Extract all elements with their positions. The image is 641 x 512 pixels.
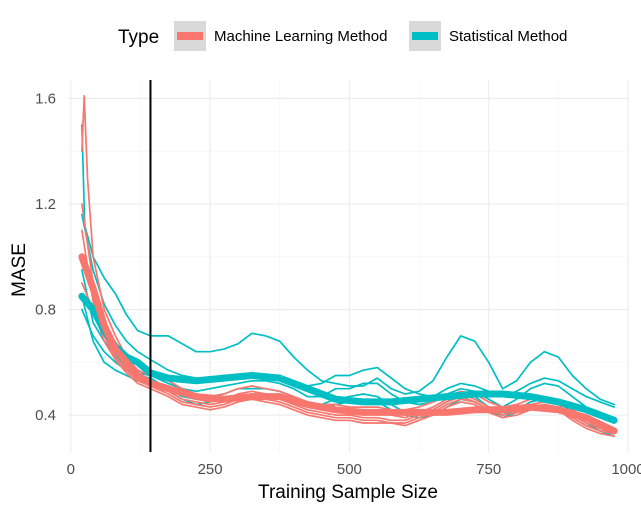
legend-label-machine-learning: Machine Learning Method [214,28,387,45]
x-axis-ticks: 0 250 500 750 1000 [67,461,641,478]
legend: Type Machine Learning Method Statistical… [118,21,567,51]
legend-entry-statistical: Statistical Method [409,21,567,51]
series-line-statistical-method [81,213,615,408]
x-tick-label: 250 [198,461,223,478]
y-tick-label: 0.4 [35,407,56,424]
x-axis-title: Training Sample Size [258,482,438,503]
series-lines [78,94,618,438]
gridlines [68,80,629,452]
legend-title: Type [118,27,159,48]
x-tick-label: 1000 [611,461,641,478]
series-line-machine-learning-method [81,282,615,438]
series-line-statistical-method [81,124,615,406]
x-tick-label: 500 [337,461,362,478]
trend-line-machine-learning-method [78,253,618,435]
x-tick-label: 750 [476,461,501,478]
y-axis-title: MASE [9,243,30,297]
legend-entry-machine-learning: Machine Learning Method [174,21,387,51]
legend-label-statistical: Statistical Method [449,28,567,45]
y-tick-label: 1.6 [35,90,56,107]
y-axis-ticks: 0.4 0.8 1.2 1.6 [35,90,56,424]
y-tick-label: 0.8 [35,302,56,319]
y-tick-label: 1.2 [35,196,56,213]
x-tick-label: 0 [67,461,75,478]
plot-area [68,80,629,452]
